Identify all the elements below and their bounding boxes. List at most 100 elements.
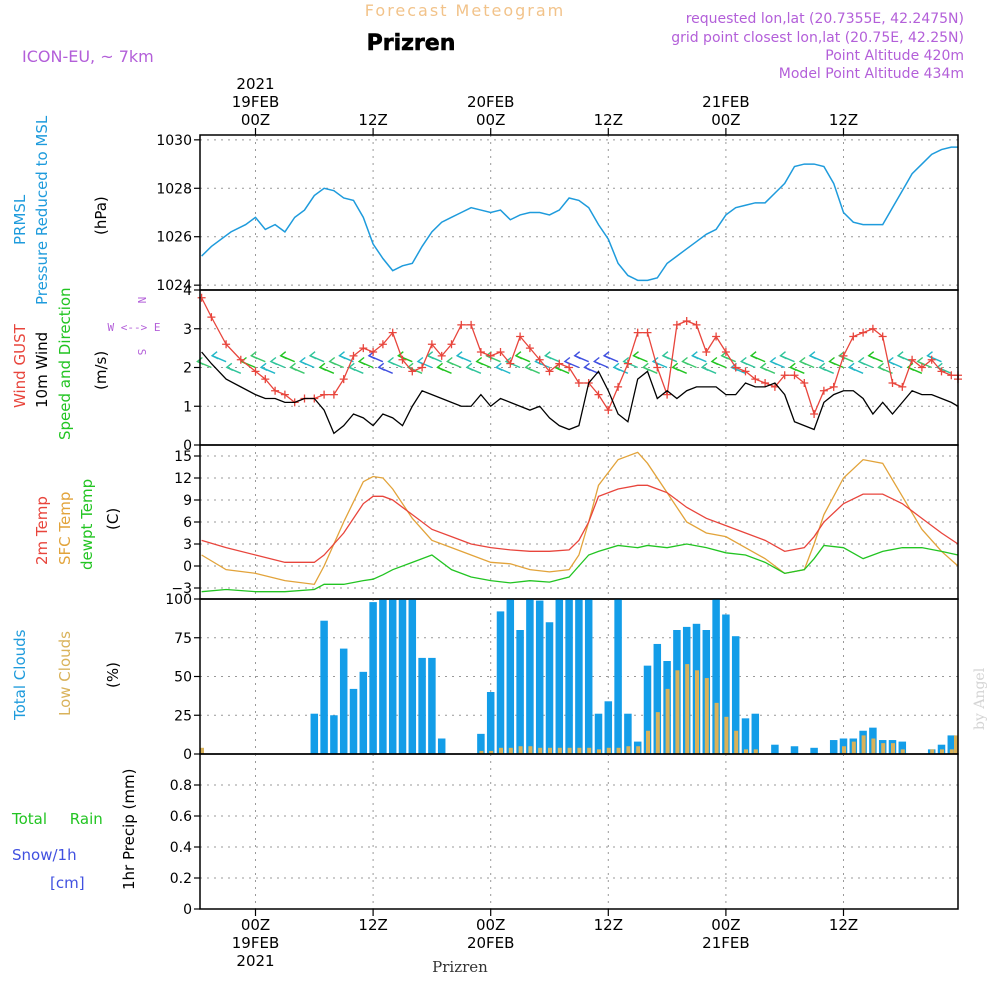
gust-marker: [339, 375, 348, 384]
wind-arrow-head: [632, 351, 640, 360]
low-cloud-bar: [606, 747, 611, 754]
snow-label: Snow/1h: [12, 846, 77, 864]
wind-arrow-head: [225, 362, 234, 371]
low-cloud-bar: [518, 746, 523, 754]
low-cloud-bar: [636, 746, 641, 754]
gust-marker: [614, 382, 623, 391]
temperature-panel: −3 0 3 6 9 12 15: [171, 444, 959, 600]
low-cloud-bar: [548, 747, 552, 754]
gust-marker: [947, 371, 956, 380]
low-cloud-bar: [753, 749, 758, 754]
low-cloud-bar: [655, 712, 660, 754]
total-cloud-bar: [516, 630, 524, 754]
gust-marker: [506, 359, 515, 368]
gust-marker: [388, 328, 397, 337]
prmsl-ytick-label: 1028: [156, 181, 192, 197]
wind-arrow-head: [328, 356, 337, 366]
gust-marker: [408, 367, 417, 376]
gust-marker: [594, 390, 603, 399]
bottom-xtick-label: 19FEB: [232, 934, 279, 952]
gust-marker: [447, 340, 456, 349]
compass-north-label: N: [135, 297, 148, 304]
wind-arrow-head: [916, 356, 925, 366]
gust-marker: [555, 359, 564, 368]
gust-marker: [369, 348, 378, 356]
wind-arrow-head: [338, 351, 346, 360]
low-clouds-label: Low Clouds: [56, 631, 74, 716]
gust-marker: [565, 363, 574, 372]
low-cloud-bar: [597, 749, 601, 754]
wind-arrow-head: [828, 356, 836, 366]
gust-marker: [790, 371, 799, 380]
wind-arrow-head: [308, 351, 317, 360]
bottom-xtick-label: 12Z: [358, 916, 387, 934]
wind-arrow-head: [573, 351, 582, 360]
low-cloud-bar: [557, 747, 562, 754]
total-cloud-bar: [379, 599, 387, 754]
low-cloud-bar: [489, 750, 494, 754]
wind-arrow-head: [740, 356, 748, 366]
gust-marker: [427, 340, 436, 349]
bottom-xtick-label: 00Z: [241, 916, 270, 934]
prmsl-desc-label: Pressure Reduced to MSL: [33, 115, 51, 305]
top-xtick-label: 2021: [236, 75, 274, 93]
bottom-xtick-label: 00Z: [711, 916, 740, 934]
wind-arrow-head: [357, 356, 366, 366]
wind-arrow-head: [857, 356, 866, 366]
total-cloud-bar: [359, 671, 368, 754]
wind-dir-label: Speed and Direction: [56, 287, 74, 440]
total-cloud-bar: [545, 622, 554, 754]
precip-ytick-label: 0.2: [170, 871, 192, 887]
low-cloud-bar: [685, 664, 690, 754]
wind-arrow-head: [906, 362, 915, 371]
wind-arrow-head: [877, 362, 885, 371]
wind-arrow-head: [259, 362, 268, 371]
cloud-labels: Total Clouds Low Clouds (%): [11, 629, 122, 721]
wind-ytick-label: 0: [183, 438, 192, 454]
wind-arrow-head: [299, 356, 307, 366]
clouds-ytick-label: 100: [165, 592, 192, 608]
wind-arrow-head: [602, 351, 611, 360]
wind-arrow-head: [818, 362, 827, 371]
clouds-panel: 0 25 50 75 100: [165, 592, 959, 763]
gust-marker: [378, 340, 387, 349]
gust-marker: [682, 317, 691, 325]
gust-marker: [780, 371, 789, 380]
top-xtick-label: 12Z: [594, 111, 623, 129]
bottom-xtick-label: 12Z: [829, 916, 858, 934]
wind-arrow-head: [926, 351, 934, 360]
credit-watermark: by Angel: [972, 667, 988, 730]
low-cloud-bar: [665, 688, 670, 754]
temperature-ytick-label: 0: [183, 559, 192, 575]
gust-marker: [810, 410, 819, 418]
wind-arrow-head: [710, 356, 719, 366]
total-cloud-bar: [731, 636, 740, 754]
bottom-xtick-label: 00Z: [476, 916, 505, 934]
compass-ew-label: W <--> E: [108, 321, 161, 334]
wind-arrow-head: [691, 351, 699, 360]
wind-ytick-label: 3: [183, 322, 192, 338]
gust-marker: [800, 379, 809, 387]
top-xtick-label: 12Z: [358, 111, 387, 129]
gust-marker: [721, 348, 730, 356]
wind-arrow-head: [475, 356, 484, 366]
gust-marker: [878, 332, 887, 341]
low-cloud-bar: [479, 750, 484, 754]
total-cloud-bar: [437, 738, 446, 754]
low-cloud-bar: [528, 746, 533, 754]
wind-arrow-head: [455, 351, 464, 360]
total-cloud-bar: [624, 713, 632, 754]
clouds-ytick-label: 0: [183, 747, 192, 763]
gust-marker: [633, 328, 642, 337]
low-cloud-bar: [646, 730, 650, 754]
requested-coords: requested lon,lat (20.7355E, 42.2475N): [686, 11, 964, 27]
gust-marker: [712, 332, 721, 341]
gust-marker: [927, 355, 936, 364]
wind-arrow-head: [446, 356, 454, 366]
temperature-ytick-label: 3: [183, 537, 192, 553]
gust-marker: [320, 390, 329, 399]
total-cloud-bar: [653, 643, 662, 754]
page-title: Prizren: [367, 31, 456, 56]
precip-unit-label: 1hr Precip (mm): [120, 769, 138, 890]
